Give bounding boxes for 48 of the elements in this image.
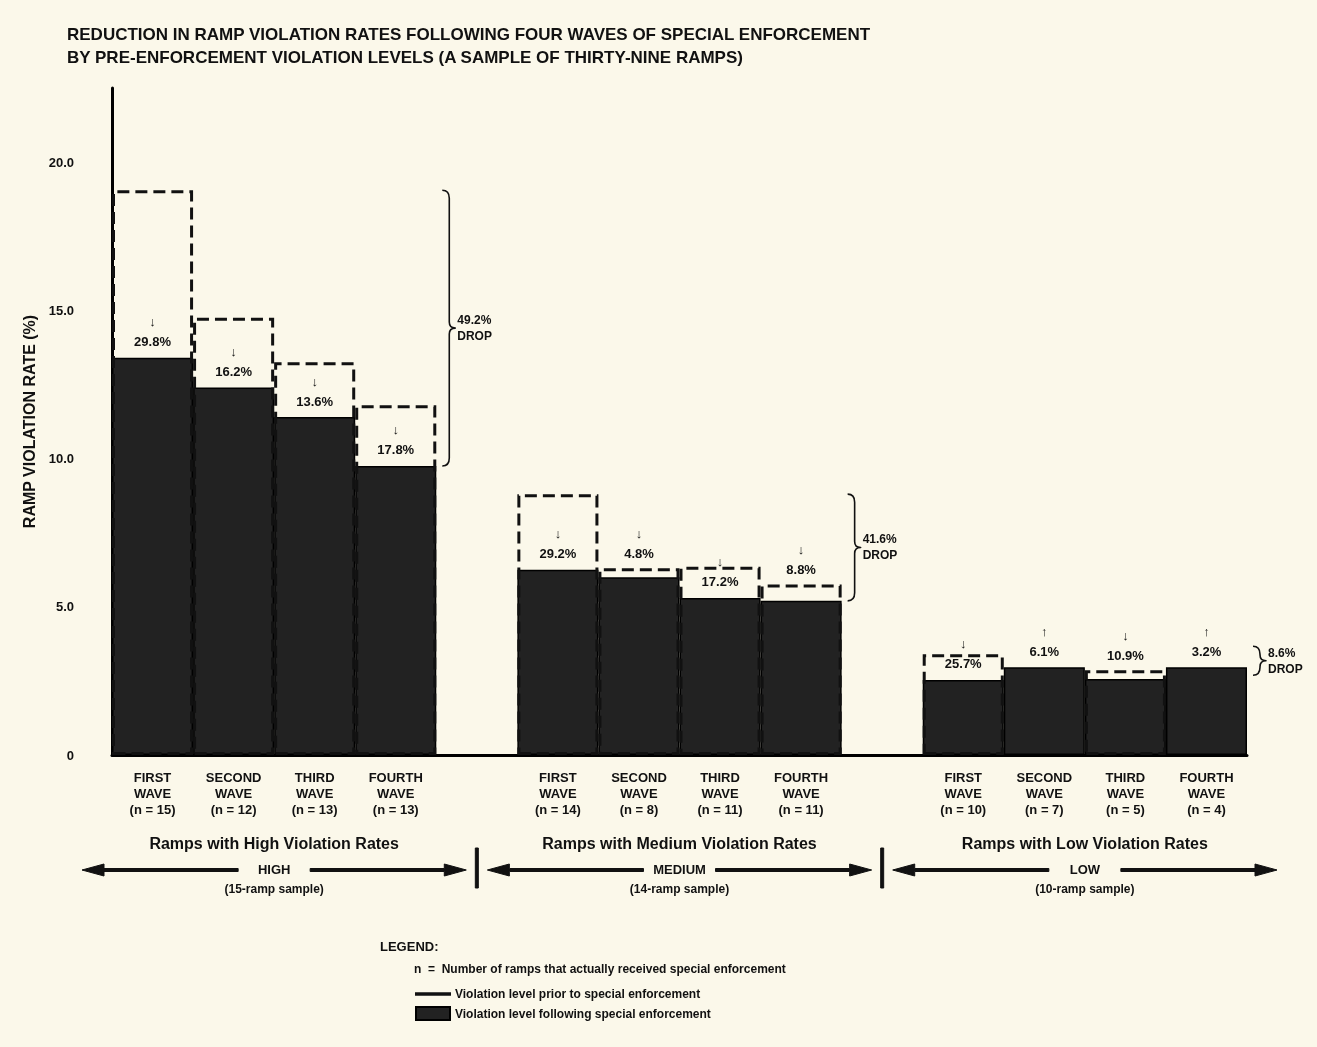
annotation: ↓ 29.2% [539,526,577,562]
legend-title: LEGEND: [380,938,439,954]
text: Ramps with Medium Violation Rates [542,834,817,852]
legend-label: Violation level following special enforcement [455,1006,711,1021]
annotation: ↓ 29.8% [134,314,172,350]
text: (15-ramp sample) [224,882,324,896]
x-tick-label: THIRD WAVE (n = 13) [291,769,338,817]
annotation: ↓ 25.7% [944,636,983,672]
y-tick-label: 5.0 [55,599,74,615]
text: Ramps with High Violation Rates [149,834,399,852]
x-tick-label: FOURTH WAVE (n = 13) [368,769,423,817]
x-tick-label: SECOND WAVE (n = 12) [205,769,262,817]
bar [922,654,1004,755]
text: n = Number of ramps that actually received special enforcement [414,962,786,976]
x-tick-label: FOURTH WAVE (n = 4) [1179,769,1234,817]
annotation: ↓ 8.8% [786,542,817,578]
x-tick-label: FIRST WAVE (n = 14) [534,769,581,817]
x-tick-label: FIRST WAVE (n = 15) [129,769,176,817]
x-tick-label: THIRD WAVE (n = 11) [697,769,743,817]
annotation: ↑ 3.2% [1191,623,1222,659]
annotation: 49.2% DROP [457,313,492,344]
text: (10-ramp sample) [1035,882,1135,896]
annotation: ↓ 17.2% [701,554,739,590]
annotation: ↓ 10.9% [1106,627,1145,663]
y-tick-label: 15.0 [48,302,74,318]
annotation: ↓ 16.2% [215,343,253,379]
x-tick-label: FOURTH WAVE (n = 11) [774,769,829,817]
text: MEDIUM [653,861,706,877]
chart-title: REDUCTION IN RAMP VIOLATION RATES FOLLOWING FOUR WAVES OF SPECIAL ENFORCEMENT BY PRE-ENFORCEMENT VIOLATION LEVELS (A SAMPLE OF THIRTY-NINE RAMPS) [67,25,871,67]
annotation: ↓ 13.6% [296,373,334,409]
text: Ramps with Low Violation Rates [961,834,1208,852]
text: (14-ramp sample) [629,882,730,896]
annotation: ↑ 6.1% [1029,623,1060,659]
x-tick-label: SECOND WAVE (n = 8) [611,769,667,817]
annotation: 41.6% DROP [862,532,898,563]
text: 8.6% DROP [1268,645,1303,676]
y-tick-label: 10.0 [48,451,74,467]
text: HIGH [257,861,291,877]
text: LOW [1069,861,1101,877]
annotation: ↓ 17.8% [377,422,415,458]
annotation: ↓ 4.8% [624,525,655,561]
legend-label: Violation level prior to special enforcement [455,987,701,1001]
x-tick-label: THIRD WAVE (n = 5) [1105,769,1146,817]
x-tick-label: FIRST WAVE (n = 10) [940,769,987,817]
x-tick-label: SECOND WAVE (n = 7) [1016,769,1073,817]
y-tick-label: 0 [66,747,74,763]
y-tick-label: 20.0 [48,154,74,170]
y-axis-title: RAMP VIOLATION RATE (%) [21,314,39,529]
